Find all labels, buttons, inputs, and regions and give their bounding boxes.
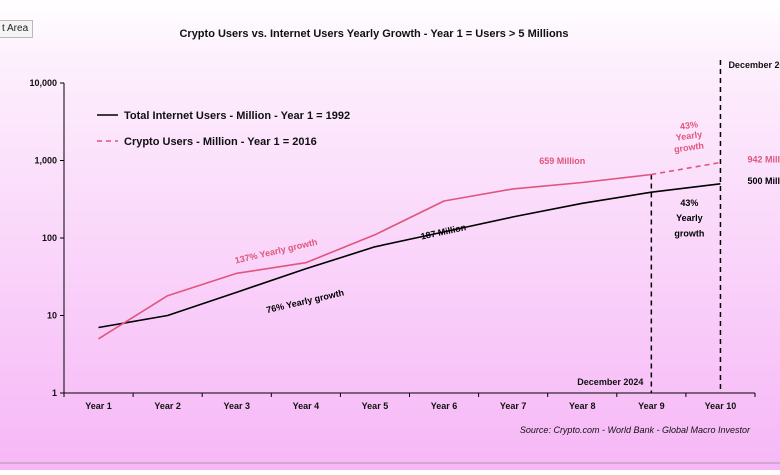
plot-area-tooltip: t Area <box>0 20 33 38</box>
x-tick-label: Year 3 <box>223 401 250 411</box>
annotations: 137% Yearly growth 76% Yearly growth 187 M… <box>234 119 780 315</box>
marker-label-december-2025: December 2025 <box>728 60 780 70</box>
x-tick-label: Year 2 <box>154 401 181 411</box>
series-layer <box>98 161 721 340</box>
annotation-659-million: 659 Million <box>539 156 585 166</box>
x-tick-label: Year 6 <box>431 401 458 411</box>
series-line-internet-users <box>98 183 721 329</box>
annotation-942-million: 942 Million <box>747 155 780 165</box>
annotation-yearly: Yearly <box>676 213 703 223</box>
y-tick-label: 1,000 <box>34 156 57 166</box>
x-tick-label: Year 7 <box>500 401 527 411</box>
chart-title: Crypto Users vs. Internet Users Yearly G… <box>179 28 568 40</box>
bottom-divider <box>0 462 780 464</box>
x-tick-label: Year 10 <box>705 401 737 411</box>
source-note: Source: Crypto.com - World Bank - Global… <box>520 425 751 435</box>
annotation-43: 43% <box>680 198 698 208</box>
x-tick-label: Year 1 <box>85 401 112 411</box>
annotation-43: 43% <box>679 119 698 131</box>
annotation-growth: growth <box>673 140 704 154</box>
annotation-yearly: Yearly <box>675 129 703 143</box>
y-tick-label: 100 <box>42 233 57 243</box>
series-line-crypto-users <box>98 173 652 340</box>
annotation-187-million: 187 Million <box>420 222 467 241</box>
annotation-137-yearly-growth: 137% Yearly growth <box>234 237 318 266</box>
y-tick-label: 1 <box>52 388 57 398</box>
legend-label-internet: Total Internet Users - Million - Year 1 … <box>124 110 350 122</box>
marker-label-december-2024: December 2024 <box>577 377 643 387</box>
annotation-76-yearly-growth: 76% Yearly growth <box>265 287 345 315</box>
x-tick-label: Year 5 <box>362 401 389 411</box>
legend-label-crypto: Crypto Users - Million - Year 1 = 2016 <box>124 136 317 148</box>
legend: Total Internet Users - Million - Year 1 … <box>97 110 350 148</box>
x-tick-label: Year 4 <box>293 401 320 411</box>
annotation-500-million: 500 Million <box>747 176 780 186</box>
annotation-growth: growth <box>674 228 704 238</box>
x-tick-label: Year 9 <box>638 401 665 411</box>
vertical-markers: December 2024 December 2025 <box>577 60 780 393</box>
x-tick-label: Year 8 <box>569 401 596 411</box>
y-tick-label: 10,000 <box>29 78 57 88</box>
x-axis: Year 1 Year 2 Year 3 Year 4 Year 5 Year 6 Year… <box>63 392 756 411</box>
y-axis: 1 10 100 1,000 10,000 <box>29 78 65 398</box>
y-tick-label: 10 <box>47 311 57 321</box>
series-line-crypto-projection <box>651 161 721 176</box>
